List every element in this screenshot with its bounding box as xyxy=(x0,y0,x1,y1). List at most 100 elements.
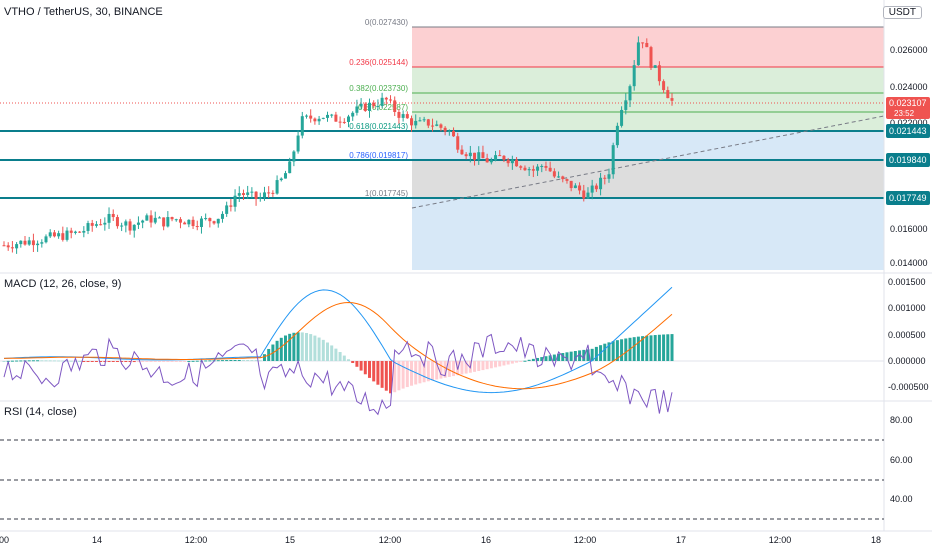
macd-histogram-bar xyxy=(531,358,535,361)
macd-histogram-bar xyxy=(569,351,573,361)
macd-histogram-bar xyxy=(52,360,56,362)
macd-histogram-bar xyxy=(157,361,161,362)
candle-body xyxy=(128,221,132,231)
price-tick-label: 0.016000 xyxy=(890,224,928,234)
candle-body xyxy=(271,192,275,194)
macd-tick-label: 0.000000 xyxy=(888,356,926,366)
macd-histogram-bar xyxy=(590,348,594,361)
time-tick-label: 14 xyxy=(92,535,102,545)
macd-histogram-bar xyxy=(69,360,73,362)
fibonacci-retracement[interactable]: 0(0.027430) 0.236(0.025144) 0.382(0.023730… xyxy=(349,18,884,270)
macd-histogram-bar xyxy=(115,361,119,362)
candle-body xyxy=(6,245,10,248)
candle-body xyxy=(195,226,199,228)
time-tick-label: 00 xyxy=(0,535,9,545)
macd-histogram-bar xyxy=(384,361,388,391)
candle-body xyxy=(170,217,174,220)
candle-body xyxy=(431,125,435,127)
macd-histogram-bar xyxy=(309,334,313,361)
macd-histogram-bar xyxy=(61,360,65,362)
macd-histogram-bar xyxy=(645,335,649,361)
candle-body xyxy=(468,152,472,157)
macd-histogram-bar xyxy=(78,360,82,362)
candle-body xyxy=(23,240,27,245)
time-tick-label: 16 xyxy=(481,535,491,545)
macd-histogram-bar xyxy=(65,360,69,362)
macd-histogram-bar xyxy=(183,361,187,362)
candle-body xyxy=(363,103,367,111)
time-axis[interactable]: 00 14 12:00 15 12:00 16 12:00 17 12:00 18 xyxy=(0,535,881,545)
candle-body xyxy=(153,217,157,223)
candle-body xyxy=(615,125,619,146)
candle-body xyxy=(401,114,405,118)
macd-histogram-bar xyxy=(422,361,426,383)
signal-line xyxy=(3,301,673,390)
candle-body xyxy=(258,197,262,199)
symbol-title[interactable]: VTHO / TetherUS, 30, BINANCE xyxy=(4,6,163,18)
macd-tick-label: -0.000500 xyxy=(888,382,929,392)
macd-histogram-bar xyxy=(561,353,565,361)
candle-body xyxy=(599,177,603,190)
rsi-axis[interactable]: 80.00 60.00 40.00 xyxy=(890,415,913,504)
horizontal-lines[interactable] xyxy=(0,130,884,199)
rsi-title[interactable]: RSI (14, close) xyxy=(4,406,77,418)
macd-histogram-bar xyxy=(48,360,52,362)
candle-body xyxy=(586,192,590,199)
fib-zone xyxy=(412,198,884,270)
macd-histogram-bar xyxy=(426,361,430,382)
rsi-pane[interactable] xyxy=(0,333,884,520)
macd-histogram-bar xyxy=(195,360,199,362)
candle-body xyxy=(414,120,418,126)
macd-histogram-bar xyxy=(641,336,645,361)
candle-body xyxy=(489,160,493,163)
macd-histogram-bar xyxy=(317,337,321,361)
macd-histogram-bar xyxy=(338,352,342,361)
fib-zone xyxy=(412,131,884,160)
candle-body xyxy=(603,177,607,179)
candle-body xyxy=(389,99,393,101)
candle-body xyxy=(2,245,6,247)
candle-body xyxy=(380,97,384,106)
macd-histogram-bar xyxy=(141,361,145,363)
macd-histogram-bar xyxy=(540,357,544,361)
macd-histogram-bar xyxy=(515,361,519,363)
macd-histogram-bar xyxy=(473,361,477,372)
candle-body xyxy=(330,114,334,116)
macd-pane[interactable] xyxy=(0,286,884,394)
candle-body xyxy=(561,176,565,180)
candle-body xyxy=(435,124,439,126)
candlestick-series[interactable] xyxy=(2,36,674,254)
candle-body xyxy=(548,167,552,172)
macd-histogram-bar xyxy=(502,361,506,366)
fib-level-label: 0.786(0.019817) xyxy=(349,151,408,160)
candle-body xyxy=(632,65,636,87)
macd-title[interactable]: MACD (12, 26, close, 9) xyxy=(4,278,122,290)
macd-histogram-bar xyxy=(233,359,237,361)
price-tick-label: 0.014000 xyxy=(890,258,928,268)
macd-histogram-bar xyxy=(418,361,422,384)
candle-body xyxy=(40,242,44,244)
macd-histogram-bar xyxy=(552,354,556,361)
macd-axis[interactable]: 0.001500 0.001000 0.000500 0.000000 -0.00050… xyxy=(888,277,929,392)
candle-body xyxy=(582,190,586,199)
currency-badge[interactable]: USDT xyxy=(882,6,922,19)
candle-body xyxy=(359,103,363,107)
candle-body xyxy=(136,222,140,225)
candle-body xyxy=(531,169,535,171)
fib-zone xyxy=(412,67,884,93)
macd-histogram-bar xyxy=(254,360,258,362)
candle-body xyxy=(426,119,430,126)
macd-histogram-bar xyxy=(363,361,367,375)
macd-histogram-bar xyxy=(662,334,666,361)
candle-body xyxy=(443,127,447,132)
candle-body xyxy=(250,191,254,193)
macd-tick-label: 0.001500 xyxy=(888,277,926,287)
macd-histogram-bar xyxy=(477,361,481,371)
macd-line xyxy=(3,286,673,394)
macd-histogram-bar xyxy=(410,361,414,386)
candle-body xyxy=(191,219,195,227)
rsi-tick-label: 40.00 xyxy=(890,494,913,504)
trend-line[interactable] xyxy=(411,115,885,209)
candle-body xyxy=(229,205,233,207)
